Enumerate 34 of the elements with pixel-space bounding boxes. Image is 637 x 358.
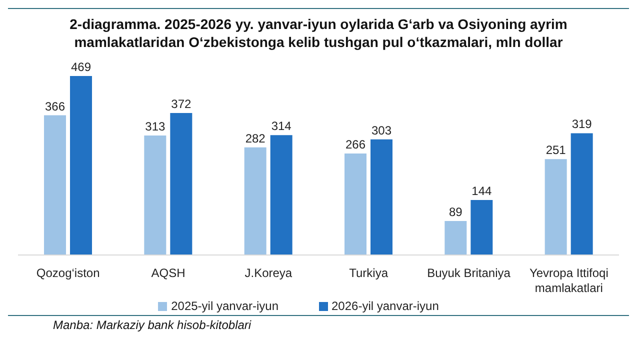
- data-label: 251: [546, 143, 566, 158]
- bar: [144, 136, 166, 255]
- legend-label: 2025-yil yanvar-iyun: [171, 299, 278, 313]
- bar: [470, 200, 493, 255]
- bar: [544, 159, 567, 255]
- data-label: 89: [448, 205, 463, 220]
- bar: [44, 115, 66, 255]
- bar: [244, 147, 266, 255]
- data-label: 303: [371, 123, 392, 138]
- data-label: 313: [145, 120, 166, 134]
- data-label: 144: [472, 184, 492, 198]
- data-label: 282: [245, 131, 266, 146]
- data-label: 469: [70, 60, 92, 74]
- bar: [170, 112, 192, 255]
- data-label: 266: [345, 137, 366, 152]
- x-tick-label: Buyuk Britaniya: [427, 266, 511, 280]
- data-label: 314: [271, 119, 292, 134]
- bar: [444, 221, 467, 255]
- x-tick-label: Qozog‘iston: [36, 266, 100, 280]
- bar: [270, 135, 292, 255]
- chart-title: 2-diagramma. 2025-2026 yy. yanvar-iyun oylarida G‘arb va Osiyoning ayrim mamlakatlaridan O‘zbekistonga kelib tushgan pul o‘tkazmalari, mln dollar: [68, 15, 568, 51]
- bar: [344, 153, 366, 255]
- bar: [70, 76, 92, 255]
- bar: [570, 133, 593, 255]
- x-tick-label: AQSH: [151, 266, 186, 280]
- x-tick-label: Yevropa Ittifoqi mamlakatlari: [529, 266, 608, 295]
- x-tick-label: Turkiya: [349, 266, 388, 280]
- text: Manba: Markaziy bank hisob-kitoblari: [52, 318, 252, 332]
- data-label: 372: [171, 96, 192, 111]
- bar: [370, 139, 392, 255]
- legend-label: 2026-yil yanvar-iyun: [332, 299, 439, 313]
- data-label: 319: [572, 117, 592, 132]
- data-label: 366: [44, 99, 66, 114]
- x-tick-label: J.Koreya: [244, 266, 292, 280]
